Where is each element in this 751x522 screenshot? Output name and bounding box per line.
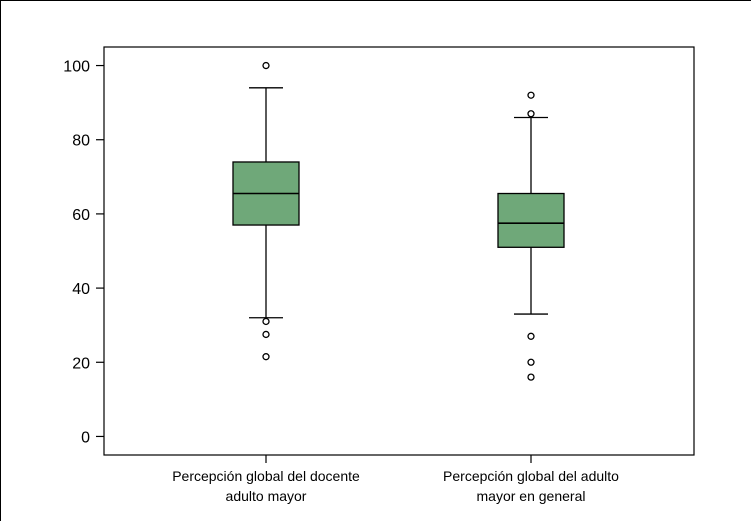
outlier-point bbox=[527, 373, 535, 381]
outlier-point bbox=[262, 61, 270, 70]
boxes-group bbox=[232, 61, 565, 381]
box-2 bbox=[497, 91, 565, 381]
iqr-box bbox=[497, 192, 565, 248]
outlier-point bbox=[527, 110, 535, 118]
outlier-point bbox=[262, 353, 270, 361]
y-tick-label: 100 bbox=[63, 59, 90, 76]
y-tick-label: 20 bbox=[72, 355, 90, 372]
outlier-point bbox=[527, 358, 535, 366]
y-tick-label: 0 bbox=[81, 429, 90, 446]
outlier-point bbox=[262, 317, 270, 326]
x-axis-labels: Percepción global del docente adulto mayo… bbox=[172, 455, 619, 504]
x-category-label: adulto mayor bbox=[226, 488, 307, 504]
y-tick-label: 80 bbox=[72, 133, 90, 150]
x-category-label: Percepción global del adulto bbox=[443, 468, 619, 484]
box-1 bbox=[232, 61, 300, 361]
y-axis: 0 20 40 60 80 100 bbox=[63, 59, 104, 446]
y-tick-label: 60 bbox=[72, 207, 90, 224]
outlier-point bbox=[527, 332, 535, 340]
x-category-label: Percepción global del docente bbox=[172, 468, 360, 484]
outlier-point bbox=[527, 91, 535, 99]
x-category-label: mayor en general bbox=[477, 488, 586, 504]
plot-area bbox=[103, 46, 695, 456]
y-tick-label: 40 bbox=[72, 281, 90, 298]
outlier-point bbox=[262, 330, 270, 339]
